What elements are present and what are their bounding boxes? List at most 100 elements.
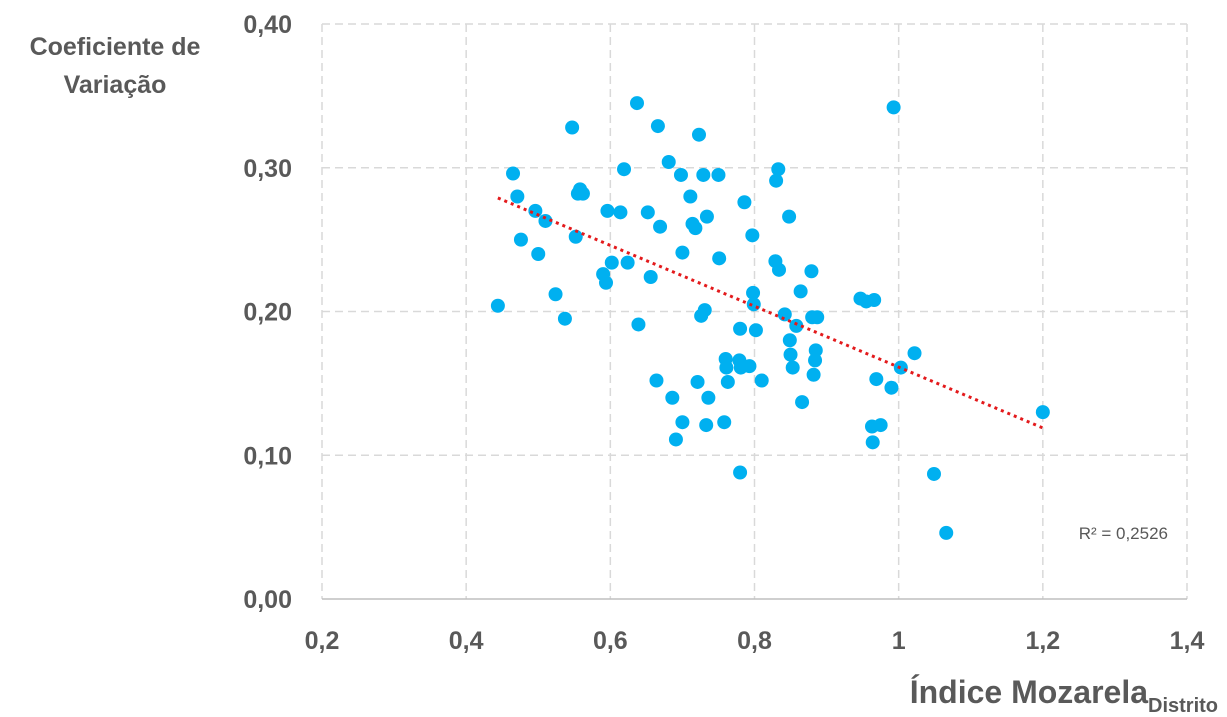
data-point bbox=[513, 232, 528, 247]
data-point bbox=[613, 205, 628, 220]
data-point bbox=[733, 321, 748, 336]
data-point bbox=[808, 353, 823, 368]
y-tick-label: 0,20 bbox=[243, 299, 292, 327]
data-point bbox=[712, 251, 727, 266]
data-point bbox=[650, 119, 665, 134]
data-point bbox=[782, 209, 797, 224]
data-point bbox=[737, 195, 752, 210]
data-point bbox=[600, 203, 615, 218]
data-point bbox=[793, 284, 808, 299]
data-point bbox=[675, 245, 690, 260]
y-tick-label: 0,00 bbox=[243, 586, 292, 614]
data-point bbox=[893, 360, 908, 375]
data-point bbox=[806, 367, 821, 382]
data-point bbox=[772, 262, 787, 277]
data-point bbox=[604, 255, 619, 270]
data-point bbox=[649, 373, 664, 388]
data-point bbox=[783, 347, 798, 362]
data-point bbox=[785, 360, 800, 375]
data-point bbox=[808, 343, 823, 358]
data-point bbox=[873, 418, 888, 433]
x-tick-label: 0,8 bbox=[737, 627, 772, 655]
data-point bbox=[565, 120, 580, 135]
data-point bbox=[771, 162, 786, 177]
data-point bbox=[719, 360, 734, 375]
data-point bbox=[810, 310, 825, 325]
data-point bbox=[907, 346, 922, 361]
data-point bbox=[701, 390, 716, 405]
x-tick-label: 0,2 bbox=[305, 627, 340, 655]
data-point bbox=[754, 373, 769, 388]
data-point bbox=[733, 465, 748, 480]
data-point bbox=[617, 162, 632, 177]
data-point bbox=[661, 155, 676, 169]
y-tick-label: 0,40 bbox=[243, 11, 292, 39]
data-point bbox=[697, 303, 712, 318]
data-point bbox=[865, 435, 880, 450]
data-points bbox=[490, 96, 1050, 540]
data-point bbox=[683, 189, 698, 204]
y-axis-label-line-1: Coeficiente de bbox=[30, 33, 201, 61]
data-point bbox=[696, 167, 711, 182]
tick-labels: 0,00 0,10 0,20 0,30 0,40 0,2 0,4 0,6 0,8 1 1,2 1,4 bbox=[243, 11, 1204, 655]
data-point bbox=[690, 374, 705, 389]
data-point bbox=[699, 418, 714, 433]
trendline-group bbox=[497, 196, 1044, 430]
data-point bbox=[691, 127, 706, 142]
data-point bbox=[510, 189, 525, 204]
data-point bbox=[748, 323, 763, 338]
data-point bbox=[720, 374, 735, 389]
data-point bbox=[867, 293, 882, 307]
data-point bbox=[557, 311, 572, 326]
data-point bbox=[620, 255, 635, 270]
y-axis-label-line-2: Variação bbox=[64, 71, 167, 99]
data-point bbox=[675, 415, 690, 430]
r-squared-label: R² = 0,2526 bbox=[1079, 524, 1168, 543]
data-point bbox=[1035, 405, 1050, 420]
data-point bbox=[804, 264, 819, 279]
data-point bbox=[746, 297, 761, 312]
data-point bbox=[939, 525, 954, 540]
data-point bbox=[548, 287, 563, 302]
data-point bbox=[599, 275, 614, 290]
data-point bbox=[789, 318, 804, 333]
data-point bbox=[769, 173, 784, 188]
data-point bbox=[884, 380, 899, 395]
data-point bbox=[531, 247, 546, 261]
data-point bbox=[673, 167, 688, 182]
trendline bbox=[497, 196, 1044, 430]
data-point bbox=[631, 317, 646, 332]
data-point bbox=[653, 219, 668, 234]
data-point bbox=[869, 372, 884, 387]
data-point bbox=[506, 166, 521, 181]
x-axis-label-subscript: Distrito bbox=[1148, 695, 1218, 717]
data-point bbox=[717, 415, 732, 430]
data-point bbox=[886, 100, 901, 115]
data-point bbox=[782, 333, 797, 348]
data-point bbox=[568, 229, 583, 244]
data-point bbox=[665, 390, 680, 405]
data-point bbox=[926, 466, 941, 481]
data-point bbox=[795, 395, 810, 410]
data-point bbox=[699, 209, 714, 224]
y-tick-label: 0,30 bbox=[243, 155, 292, 183]
y-tick-label: 0,10 bbox=[243, 442, 292, 470]
data-point bbox=[630, 96, 645, 111]
x-tick-label: 0,4 bbox=[449, 627, 484, 655]
data-point bbox=[643, 270, 658, 284]
grid bbox=[321, 23, 1188, 599]
x-tick-label: 1 bbox=[892, 627, 906, 655]
x-tick-label: 0,6 bbox=[593, 627, 628, 655]
x-axis-label-main: Índice Mozarela bbox=[910, 674, 1149, 710]
data-point bbox=[640, 205, 655, 220]
data-point bbox=[575, 186, 590, 201]
data-point bbox=[742, 359, 757, 374]
data-point bbox=[688, 221, 703, 236]
data-point bbox=[538, 213, 553, 228]
data-point bbox=[490, 298, 505, 313]
data-point bbox=[777, 307, 792, 322]
data-point bbox=[745, 228, 760, 243]
x-axis-label: Índice MozarelaDistrito bbox=[910, 674, 1218, 717]
data-point bbox=[746, 285, 761, 300]
data-point bbox=[711, 167, 726, 182]
